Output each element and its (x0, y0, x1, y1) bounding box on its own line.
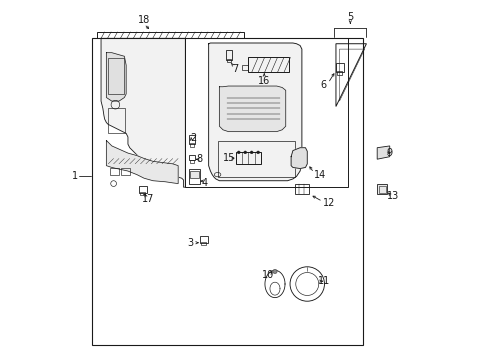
Bar (188, 135, 195, 144)
Bar (247, 57, 289, 72)
Text: 7: 7 (232, 64, 238, 74)
Bar (199, 236, 207, 243)
Bar (121, 168, 129, 175)
Text: 10: 10 (261, 270, 273, 280)
Bar (201, 242, 205, 245)
Bar (140, 192, 145, 195)
Text: 3: 3 (186, 238, 193, 248)
Polygon shape (106, 53, 126, 101)
Text: 12: 12 (322, 198, 334, 208)
Bar (294, 184, 308, 194)
Bar (335, 63, 343, 72)
Polygon shape (376, 146, 389, 159)
Polygon shape (290, 148, 306, 168)
Bar (227, 59, 230, 62)
Circle shape (272, 269, 277, 274)
Polygon shape (101, 39, 185, 187)
Bar (92, 39, 362, 345)
Bar (190, 159, 194, 163)
Text: 13: 13 (386, 191, 399, 201)
Circle shape (237, 151, 240, 154)
Bar (242, 65, 248, 70)
Circle shape (244, 151, 246, 154)
Polygon shape (106, 140, 178, 184)
Bar (235, 152, 261, 164)
Bar (107, 108, 125, 134)
Bar (190, 143, 194, 147)
Text: 14: 14 (313, 170, 325, 180)
Bar (139, 186, 146, 193)
Bar (110, 168, 119, 175)
Bar (107, 58, 123, 94)
Text: 16: 16 (258, 76, 270, 86)
Text: 4: 4 (201, 177, 207, 188)
Text: 5: 5 (346, 12, 353, 22)
Bar (225, 50, 232, 60)
Text: 18: 18 (138, 15, 150, 26)
Text: 9: 9 (386, 148, 392, 158)
Bar (378, 186, 385, 193)
Bar (376, 184, 386, 194)
Bar (336, 71, 342, 75)
Text: 17: 17 (141, 194, 154, 204)
Bar (190, 171, 199, 178)
Bar (97, 32, 244, 39)
Circle shape (256, 151, 259, 154)
Bar (188, 169, 199, 184)
Text: 1: 1 (72, 171, 78, 181)
Polygon shape (208, 43, 301, 181)
Text: 15: 15 (223, 153, 235, 163)
Bar (185, 39, 348, 187)
Circle shape (250, 151, 253, 154)
Bar (188, 155, 195, 160)
Text: 11: 11 (317, 276, 329, 286)
Bar (217, 141, 294, 177)
Polygon shape (219, 86, 285, 132)
Text: 2: 2 (190, 133, 196, 143)
Text: 6: 6 (320, 80, 326, 90)
Text: 8: 8 (196, 154, 203, 164)
